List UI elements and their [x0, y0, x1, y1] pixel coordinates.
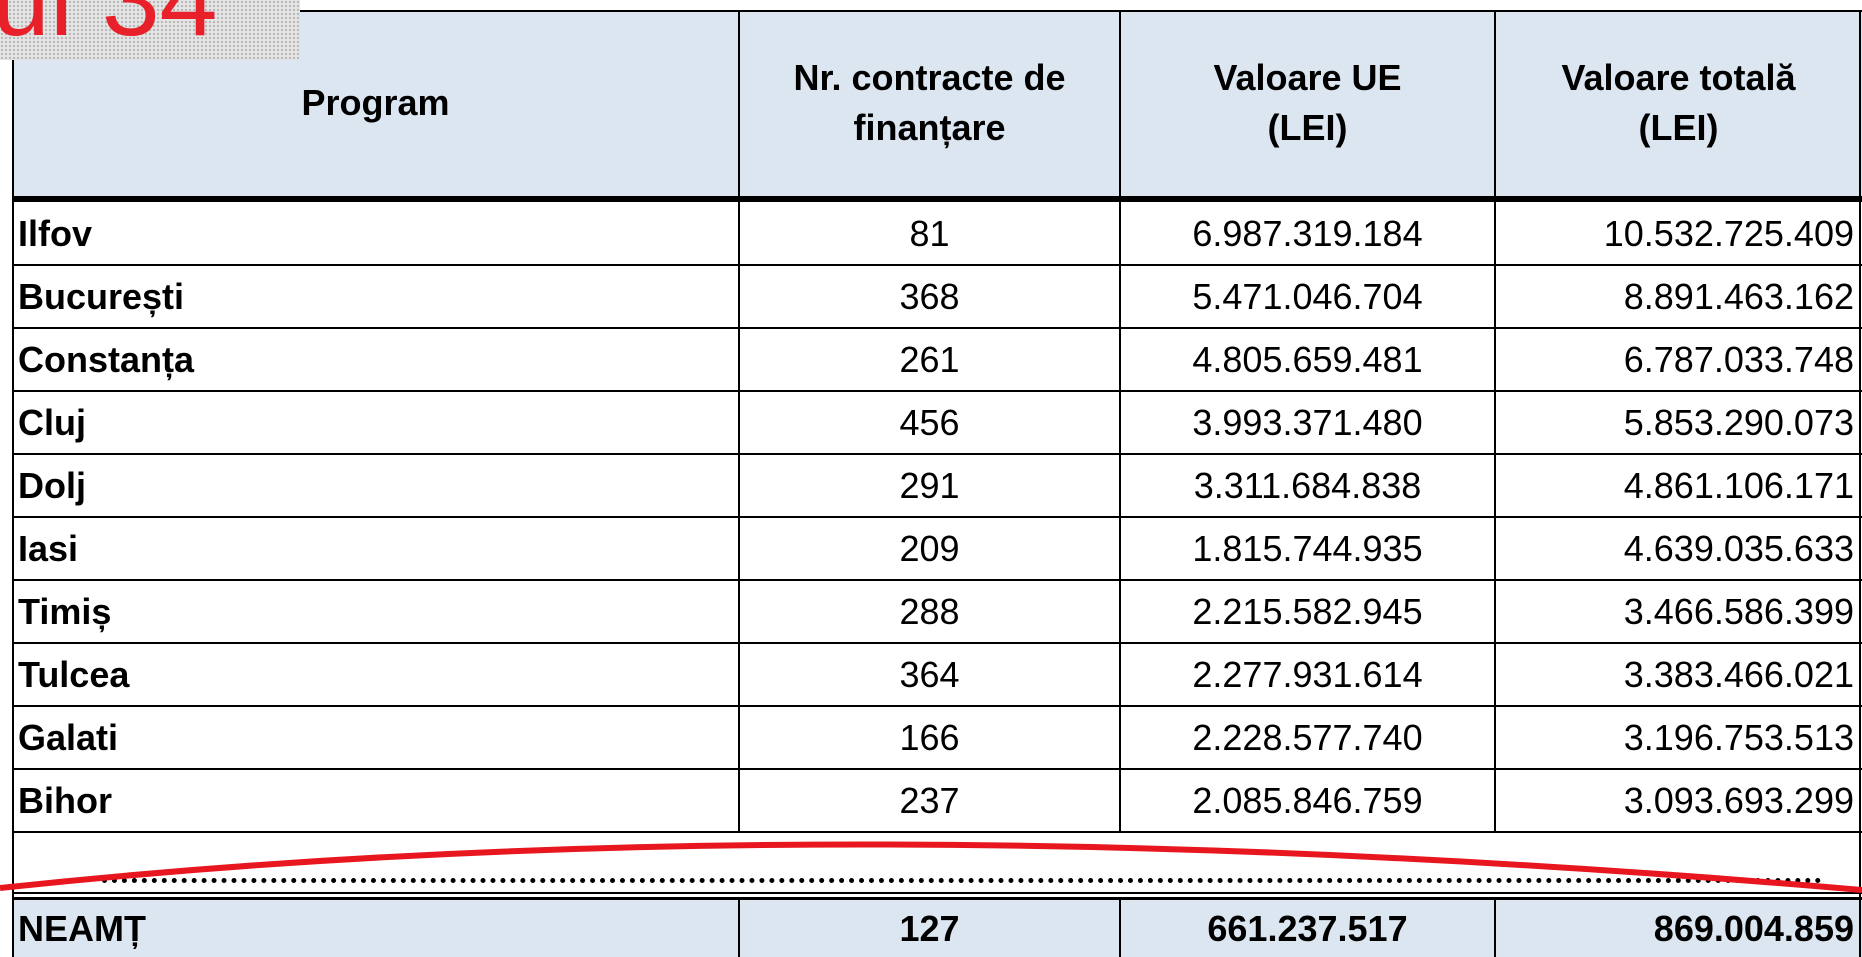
label-cell: Cluj [18, 401, 86, 443]
value-cell: 237 [899, 779, 960, 821]
row-line [12, 264, 1862, 266]
row-line [12, 579, 1862, 581]
col-border [1494, 10, 1496, 832]
label-cell: București [18, 275, 185, 317]
label-cell: Galati [18, 716, 119, 758]
value-cell: 209 [899, 527, 960, 569]
logo-text: ul 34 [0, 0, 218, 58]
col-border [12, 10, 14, 957]
value-cell: 3.993.371.480 [1192, 401, 1423, 443]
label-cell: Constanța [18, 338, 195, 380]
value-cell: 368 [899, 275, 960, 317]
row-line [12, 453, 1862, 455]
value-cell: 456 [899, 401, 960, 443]
value-cell: 1.815.744.935 [1192, 527, 1423, 569]
col-border [1119, 900, 1121, 957]
header-cell: Nr. contracte de finanțare [739, 10, 1120, 196]
total-value-cell: 869.004.859 [1495, 900, 1862, 957]
header-text: finanțare [853, 107, 1006, 148]
label-cell: Ilfov [18, 212, 93, 254]
header-text: Valoare totală [1561, 57, 1796, 98]
label-cell: Bihor [18, 779, 112, 821]
value-cell: 3.196.753.513 [1623, 716, 1854, 758]
row-line [12, 642, 1862, 644]
value-cell: 2.277.931.614 [1192, 653, 1423, 695]
value-cell: 4.805.659.481 [1192, 338, 1423, 380]
logo: ul 34 [0, 0, 300, 60]
total-value-cell: 661.237.517 [1120, 900, 1495, 957]
header-cell: Valoare totală (LEI) [1495, 10, 1862, 196]
value-cell: 288 [899, 590, 960, 632]
value-cell: 3.466.586.399 [1623, 590, 1854, 632]
value-cell: 2.228.577.740 [1192, 716, 1423, 758]
row-line [12, 390, 1862, 392]
value-cell: 3.311.684.838 [1193, 464, 1422, 506]
total-value-cell: 127 [739, 900, 1120, 957]
col-border [1494, 900, 1496, 957]
value-cell: 10.532.725.409 [1603, 212, 1854, 254]
col-border [1859, 10, 1861, 957]
value-cell: 6.987.319.184 [1192, 212, 1423, 254]
value-cell: 166 [899, 716, 960, 758]
total-border [12, 897, 1862, 900]
header-border [12, 196, 1862, 202]
value-cell: 3.093.693.299 [1623, 779, 1854, 821]
label-cell: Iasi [18, 527, 79, 569]
total-border [12, 892, 1862, 894]
value-cell: 5.471.046.704 [1192, 275, 1423, 317]
value-cell: 3.383.466.021 [1623, 653, 1854, 695]
row-line [12, 327, 1862, 329]
value-cell: 4.639.035.633 [1623, 527, 1854, 569]
dotted-line [102, 878, 1822, 883]
row-line [12, 768, 1862, 770]
header-text: Program [301, 82, 450, 123]
col-border [738, 10, 740, 832]
value-cell: 8.891.463.162 [1623, 275, 1854, 317]
row-line [12, 705, 1862, 707]
value-cell: 6.787.033.748 [1623, 338, 1854, 380]
header-text: (LEI) [1267, 107, 1348, 148]
value-cell: 261 [899, 338, 960, 380]
row-line [12, 831, 1862, 833]
header-text: (LEI) [1638, 107, 1719, 148]
label-cell: Tulcea [18, 653, 130, 695]
col-border [1119, 10, 1121, 832]
row-line [12, 516, 1862, 518]
value-cell: 5.853.290.073 [1623, 401, 1854, 443]
header-cell: Valoare UE (LEI) [1120, 10, 1495, 196]
value-cell: 2.215.582.945 [1192, 590, 1423, 632]
top-border [12, 10, 1862, 12]
value-cell: 291 [899, 464, 960, 506]
label-cell: Timiș [18, 590, 112, 632]
value-cell: 2.085.846.759 [1192, 779, 1423, 821]
header-text: Valoare UE [1213, 57, 1402, 98]
value-cell: 81 [909, 212, 950, 254]
total-label-cell: NEAMȚ [12, 900, 739, 957]
col-border [738, 900, 740, 957]
header-text: Nr. contracte de [793, 57, 1066, 98]
red-curve [0, 841, 1862, 893]
value-cell: 364 [899, 653, 960, 695]
label-cell: Dolj [18, 464, 86, 506]
value-cell: 4.861.106.171 [1623, 464, 1854, 506]
